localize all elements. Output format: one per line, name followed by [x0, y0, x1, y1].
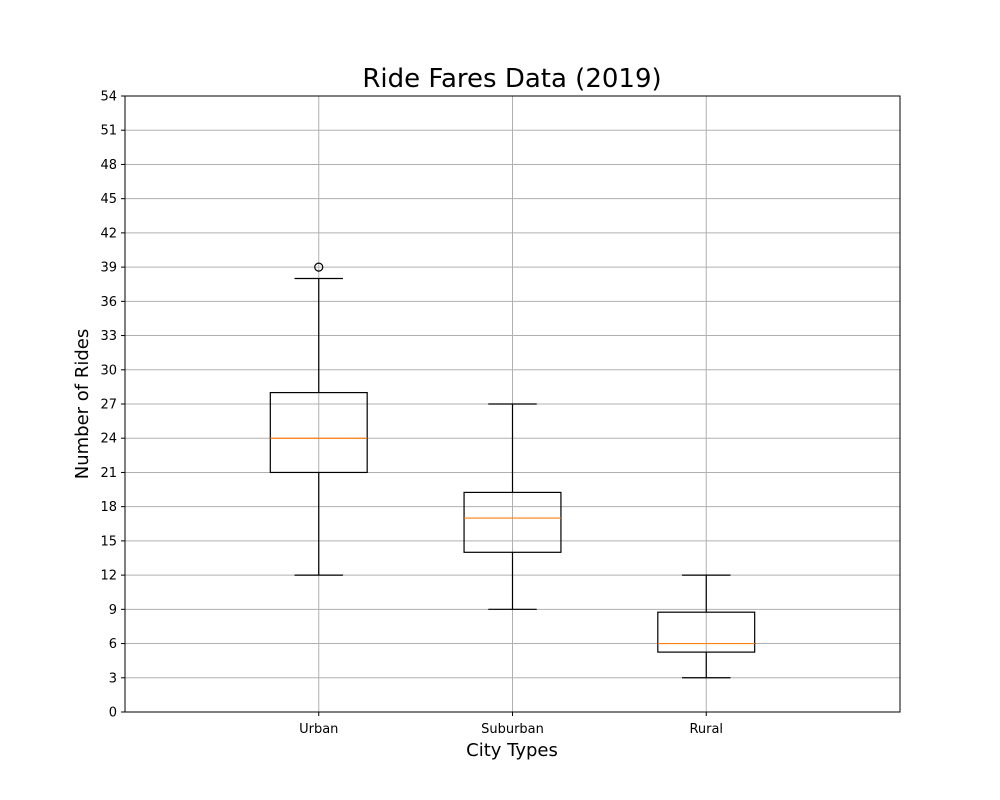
y-tick-label: 30 — [100, 363, 117, 378]
y-tick-label: 54 — [100, 90, 117, 105]
box-iqr — [463, 491, 562, 553]
y-tick-label: 48 — [100, 158, 117, 173]
outlier-point — [314, 262, 324, 272]
y-tick-label: 9 — [109, 603, 117, 618]
y-tick-label: 12 — [100, 569, 117, 584]
x-tick-label: Rural — [689, 722, 723, 737]
box-iqr — [657, 611, 756, 653]
y-tick-label: 33 — [100, 329, 117, 344]
y-tick-label: 42 — [100, 226, 117, 241]
chart-title: Ride Fares Data (2019) — [362, 64, 661, 94]
y-tick-label: 6 — [109, 637, 117, 652]
plot-data — [269, 262, 756, 679]
y-tick-label: 36 — [100, 295, 117, 310]
x-tick-label: Urban — [299, 722, 338, 737]
y-tick-label: 27 — [100, 398, 117, 413]
y-tick-label: 39 — [100, 261, 117, 276]
box-group-rural — [657, 574, 756, 679]
y-tick-label: 45 — [100, 192, 117, 207]
y-tick-label: 51 — [100, 124, 117, 139]
y-tick-label: 0 — [109, 706, 117, 721]
box-iqr — [269, 391, 368, 474]
box-group-suburban — [463, 403, 562, 610]
y-tick-label: 3 — [109, 671, 117, 686]
x-tick-label: Suburban — [481, 722, 544, 737]
x-axis-title: City Types — [466, 740, 558, 761]
y-tick-label: 21 — [100, 466, 117, 481]
box-group-urban — [269, 262, 368, 576]
y-tick-label: 15 — [100, 534, 117, 549]
y-axis-title: Number of Rides — [72, 329, 93, 480]
y-tick-label: 24 — [100, 432, 117, 447]
y-tick-label: 18 — [100, 500, 117, 515]
